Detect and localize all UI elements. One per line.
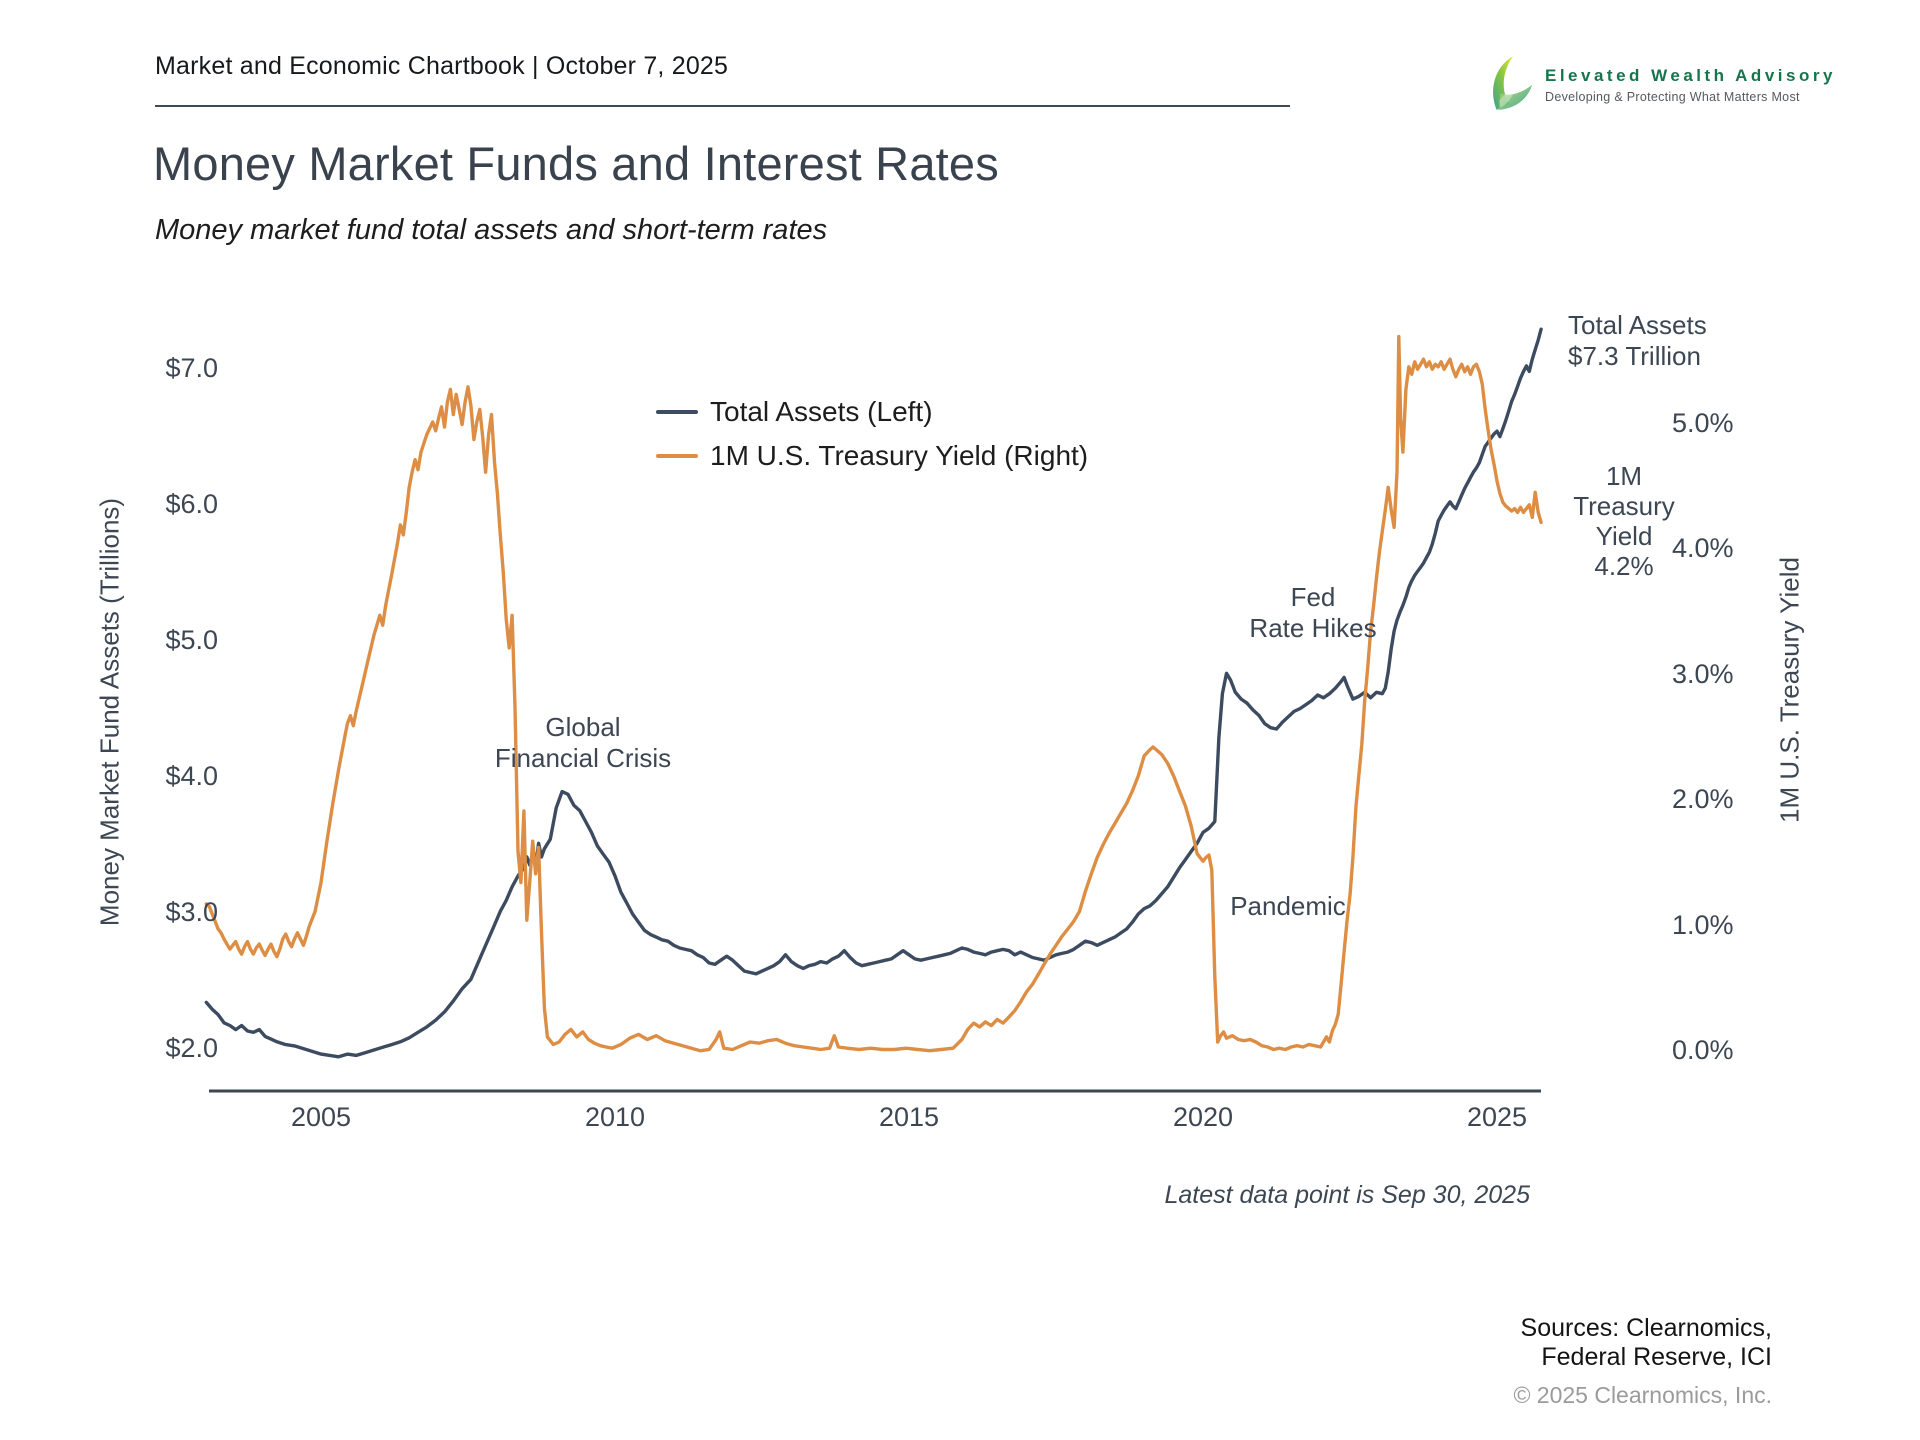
logo-tagline: Developing & Protecting What Matters Mos… bbox=[1545, 90, 1800, 104]
chart-legend: Total Assets (Left) 1M U.S. Treasury Yiel… bbox=[656, 390, 1088, 478]
legend-label: 1M U.S. Treasury Yield (Right) bbox=[710, 440, 1089, 471]
annotation-global-financial-crisis: Global Financial Crisis bbox=[494, 712, 672, 773]
y-left-tick-label: $3.0 bbox=[165, 897, 218, 927]
legend-label: Total Assets (Left) bbox=[710, 396, 933, 427]
header-divider bbox=[155, 105, 1290, 107]
y-right-tick-label: 4.0% bbox=[1672, 533, 1734, 563]
y-axis-left-title: Money Market Fund Assets (Trillions) bbox=[94, 497, 125, 927]
chartbook-header: Market and Economic Chartbook | October … bbox=[155, 52, 729, 80]
page-title: Money Market Funds and Interest Rates bbox=[153, 137, 999, 190]
logo-company-name: Elevated Wealth Advisory bbox=[1545, 66, 1836, 85]
x-tick-label: 2020 bbox=[1172, 1102, 1234, 1132]
copyright-note: © 2025 Clearnomics, Inc. bbox=[1513, 1382, 1772, 1408]
x-tick-label: 2025 bbox=[1466, 1102, 1528, 1132]
logo-text: Elevated Wealth Advisory Developing & Pr… bbox=[1545, 54, 1836, 104]
x-tick-label: 2005 bbox=[290, 1102, 352, 1132]
sources-note: Sources: Clearnomics, Federal Reserve, I… bbox=[1520, 1314, 1772, 1371]
y-right-tick-label: 2.0% bbox=[1672, 784, 1734, 814]
y-right-tick-label: 5.0% bbox=[1672, 407, 1734, 438]
legend-swatch bbox=[656, 410, 698, 414]
series-line-total-assets bbox=[204, 327, 1543, 1059]
y-right-tick-label: 3.0% bbox=[1672, 658, 1734, 689]
series-line-treasury-yield bbox=[204, 334, 1543, 1053]
y-left-tick-label: $6.0 bbox=[165, 489, 218, 519]
annotation-total-assets-latest: Total Assets $7.3 Trillion bbox=[1568, 310, 1707, 371]
y-right-tick-label: 1.0% bbox=[1672, 909, 1734, 940]
latest-data-footnote: Latest data point is Sep 30, 2025 bbox=[1164, 1181, 1530, 1209]
legend-swatch bbox=[656, 454, 698, 458]
y-left-tick-label: $2.0 bbox=[165, 1033, 218, 1063]
x-tick-label: 2010 bbox=[584, 1102, 646, 1132]
page-subtitle: Money market fund total assets and short… bbox=[155, 214, 828, 246]
x-tick-label: 2015 bbox=[878, 1102, 940, 1132]
annotation-fed-rate-hikes: Fed Rate Hikes bbox=[1249, 582, 1377, 643]
y-right-tick-label: 0.0% bbox=[1672, 1035, 1734, 1065]
leaf-swoosh-icon bbox=[1493, 56, 1533, 110]
y-axis-right-title: 1M U.S. Treasury Yield bbox=[1774, 557, 1805, 823]
y-left-tick-label: $5.0 bbox=[165, 625, 218, 655]
company-logo: Elevated Wealth Advisory Developing & Pr… bbox=[1487, 54, 1836, 112]
annotation-treasury-yield-latest: 1M Treasury Yield 4.2% bbox=[1573, 461, 1675, 581]
legend-item-total-assets: Total Assets (Left) bbox=[656, 390, 1088, 434]
legend-item-treasury-yield: 1M U.S. Treasury Yield (Right) bbox=[656, 434, 1088, 478]
y-left-tick-label: $7.0 bbox=[165, 353, 218, 383]
annotation-pandemic: Pandemic bbox=[1230, 891, 1346, 921]
y-left-tick-label: $4.0 bbox=[165, 761, 218, 791]
